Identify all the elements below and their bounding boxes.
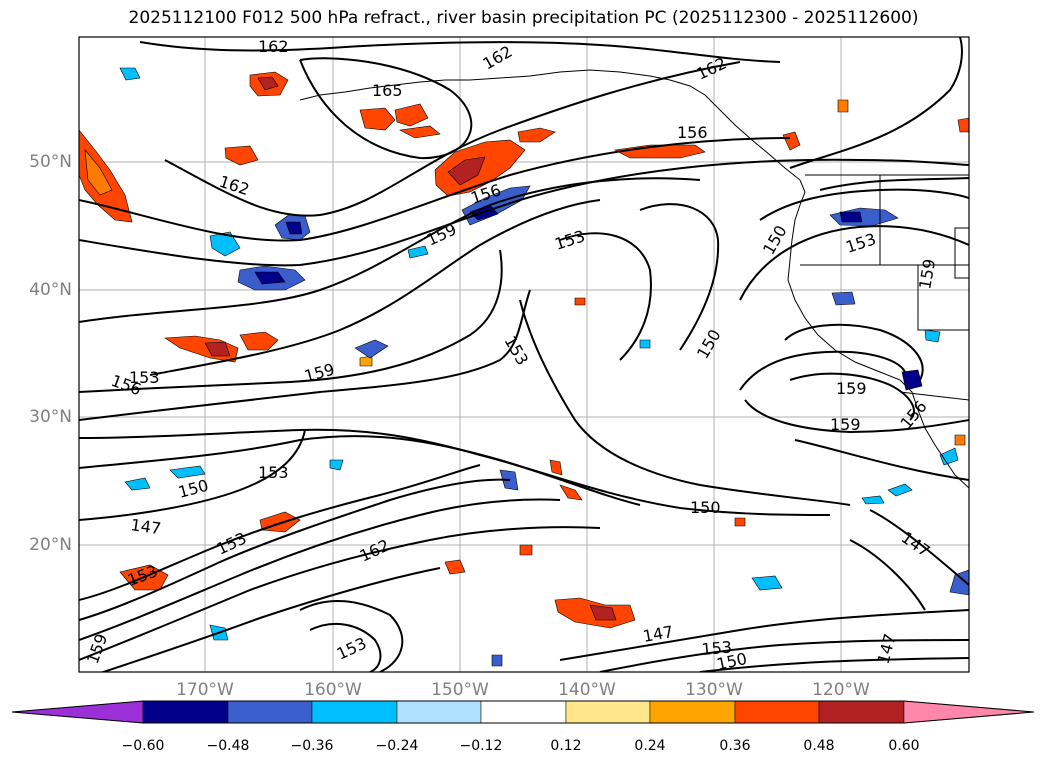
lat-label-30n: 30°N	[29, 407, 72, 427]
map-panel: 162 162 162 165 156 162 156 159 153 150 …	[78, 36, 970, 674]
colorbar-tick: 0.48	[803, 738, 835, 754]
colorbar-segment	[480, 700, 567, 724]
chart-title: 2025112100 F012 500 hPa refract., river …	[128, 8, 919, 28]
colorbar-segment	[311, 700, 398, 724]
contour-label: 147	[129, 515, 162, 538]
map-frame	[78, 36, 970, 673]
colorbar-segment	[903, 700, 1035, 724]
colorbar-tick: 0.24	[634, 738, 666, 754]
colorbar-segment	[818, 700, 905, 724]
positive-anomaly-fills	[79, 71, 969, 629]
lon-label-160w: 160°W	[304, 680, 362, 700]
colorbar-segment	[227, 700, 313, 724]
colorbar-tick: 0.60	[888, 738, 920, 754]
colorbar-segment	[565, 700, 651, 724]
colorbar-segment	[649, 700, 736, 724]
lon-label-170w: 170°W	[176, 680, 234, 700]
colorbar-tick: 0.12	[550, 738, 582, 754]
contour-label: 162	[258, 37, 289, 56]
contour-label: 156	[677, 123, 708, 142]
contour-label: 153	[701, 637, 733, 659]
colorbar-segment	[734, 700, 820, 724]
refractivity-contours	[79, 37, 969, 672]
colorbar-tick: 0.36	[719, 738, 751, 754]
negative-anomaly-fills	[119, 67, 969, 667]
colorbar-tick: −0.60	[121, 738, 165, 754]
contour-label: 159	[836, 379, 867, 398]
colorbar-segment	[396, 700, 482, 724]
lon-label-140w: 140°W	[558, 680, 616, 700]
colorbar-segment	[142, 700, 229, 724]
coastlines	[299, 69, 969, 489]
colorbar-outline	[11, 700, 1035, 724]
lon-label-130w: 130°W	[685, 680, 743, 700]
colorbar-tick: −0.48	[206, 738, 250, 754]
lat-label-50n: 50°N	[29, 152, 72, 172]
graticule	[79, 37, 969, 672]
contour-label: 153	[129, 368, 160, 387]
lon-label-120w: 120°W	[812, 680, 870, 700]
colorbar-segment	[11, 700, 144, 724]
contour-label: 165	[372, 81, 403, 100]
lon-label-150w: 150°W	[431, 680, 489, 700]
colorbar-tick: −0.24	[375, 738, 419, 754]
contour-label: 150	[690, 498, 721, 517]
lat-label-40n: 40°N	[29, 280, 72, 300]
colorbar	[11, 700, 1035, 724]
contour-label: 153	[258, 463, 289, 482]
lat-label-20n: 20°N	[29, 535, 72, 555]
colorbar-tick: −0.12	[459, 738, 503, 754]
colorbar-tick: −0.36	[290, 738, 334, 754]
contour-label: 159	[830, 415, 861, 434]
